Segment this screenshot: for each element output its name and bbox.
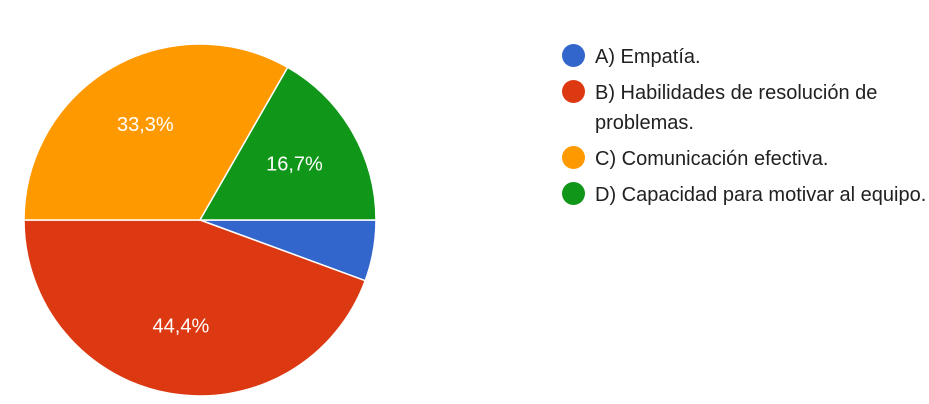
legend-label-d: D) Capacidad para motivar al equipo. [595, 184, 927, 206]
legend-swatch-c [562, 146, 585, 169]
pie-slice-d[interactable] [198, 66, 377, 221]
pie-slice-b[interactable] [23, 219, 367, 397]
legend-item-d[interactable]: D) Capacidad para motivar al equipo. [562, 180, 929, 210]
legend-item-b[interactable]: B) Habilidades de resolución de problema… [562, 78, 929, 138]
legend-swatch-a [562, 44, 585, 67]
slice-label-c: 33,3% [117, 114, 174, 136]
legend-label-b: B) Habilidades de resolución de problema… [595, 82, 878, 134]
legend-item-a[interactable]: A) Empatía. [562, 42, 929, 72]
pie-slice-c[interactable] [23, 43, 289, 221]
legend-swatch-b [562, 80, 585, 103]
legend-swatch-d [562, 182, 585, 205]
slice-label-b: 44,4% [153, 316, 210, 338]
legend-label-c: C) Comunicación efectiva. [595, 148, 829, 170]
slice-label-d: 16,7% [266, 154, 323, 176]
legend-label-a: A) Empatía. [595, 46, 701, 68]
chart-legend: A) Empatía. B) Habilidades de resolución… [562, 42, 929, 216]
legend-item-c[interactable]: C) Comunicación efectiva. [562, 144, 929, 174]
pie-chart: 44,4% 33,3% 16,7% [23, 43, 377, 397]
